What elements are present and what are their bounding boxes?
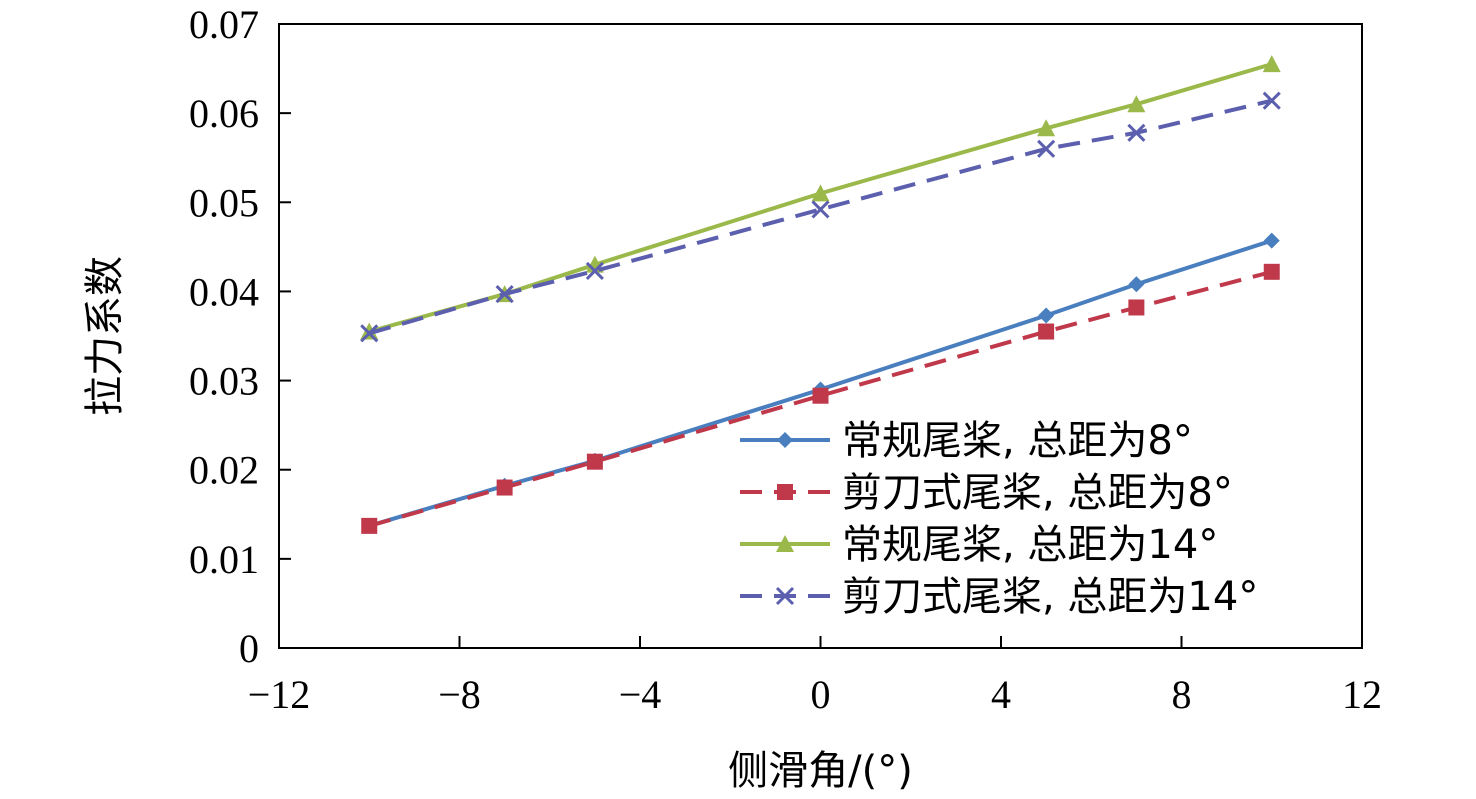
legend-marker [777, 432, 793, 448]
y-tick-label: 0.05 [189, 180, 259, 225]
legend-item-2: 剪刀式尾桨, 总距为8° [740, 470, 1233, 516]
data-point [812, 387, 829, 404]
data-point [1127, 123, 1146, 142]
legend-label: 剪刀式尾桨, 总距为8° [842, 470, 1233, 516]
data-point [360, 324, 379, 343]
x-tick-label: −4 [619, 672, 662, 717]
x-tick-label: 0 [811, 672, 831, 717]
data-point [1262, 55, 1281, 73]
series-2 [361, 263, 1280, 534]
x-tick-label: 4 [991, 672, 1011, 717]
data-point [586, 453, 603, 470]
x-tick-label: 12 [1342, 672, 1382, 717]
legend-label: 剪刀式尾桨, 总距为14° [842, 574, 1258, 620]
legend-item-3: 常规尾桨, 总距为14° [740, 522, 1218, 568]
data-point [1037, 119, 1056, 137]
series-4 [360, 91, 1281, 343]
legend-item-1: 常规尾桨, 总距为8° [740, 418, 1193, 464]
data-point [1128, 276, 1145, 293]
y-tick-label: 0.01 [189, 537, 259, 582]
x-axis-title: 侧滑角/(°) [728, 748, 913, 794]
data-point [811, 200, 830, 219]
data-point [1128, 299, 1145, 316]
legend-label: 常规尾桨, 总距为8° [842, 418, 1193, 464]
y-tick-label: 0.02 [189, 448, 259, 493]
legend-label: 常规尾桨, 总距为14° [842, 522, 1218, 568]
legend: 常规尾桨, 总距为8° 剪刀式尾桨, 总距为8° 常规尾桨, 总距为14° 剪刀式尾桨… [740, 418, 1258, 620]
data-point [1038, 307, 1055, 324]
data-point [360, 322, 379, 340]
data-point [361, 517, 378, 534]
y-tick-label: 0 [239, 626, 259, 671]
data-point [585, 261, 604, 280]
data-point [1262, 91, 1281, 110]
data-point [1037, 139, 1056, 158]
legend-marker [775, 586, 795, 606]
series-layer [360, 55, 1281, 534]
data-point [811, 184, 830, 202]
legend-marker [777, 484, 793, 500]
y-axis-title: 拉力系数 [82, 256, 128, 416]
x-tick-label: −8 [438, 672, 481, 717]
y-tick-label: 0.04 [189, 269, 259, 314]
data-point [1263, 232, 1280, 249]
x-tick-label: −12 [248, 672, 311, 717]
y-tick-label: 0.07 [189, 2, 259, 47]
y-tick-label: 0.03 [189, 359, 259, 404]
axes: −12 −8 −4 0 4 8 12 0 0.01 0.02 0.03 0.04 0.05 0.06 0.0… [189, 2, 1382, 717]
data-point [1263, 263, 1280, 280]
y-tick-label: 0.06 [189, 91, 259, 136]
data-point [496, 479, 513, 496]
x-tick-label: 8 [1172, 672, 1192, 717]
series-3 [360, 55, 1281, 340]
data-point [1127, 95, 1146, 113]
legend-item-4: 剪刀式尾桨, 总距为14° [740, 574, 1258, 620]
data-point [1038, 323, 1055, 340]
data-point [495, 285, 514, 304]
legend-marker [776, 535, 794, 552]
